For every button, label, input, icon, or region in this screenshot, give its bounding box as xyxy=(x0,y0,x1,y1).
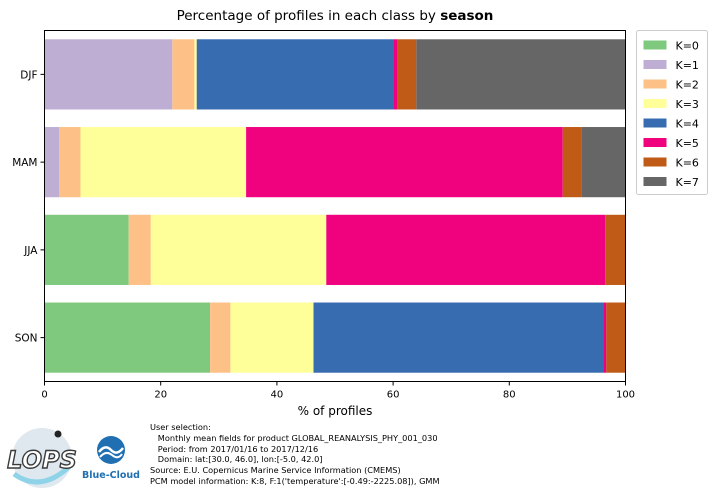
x-tick-label: 40 xyxy=(271,390,284,401)
legend-swatch xyxy=(643,157,667,167)
legend-label: K=5 xyxy=(676,137,699,150)
x-axis: 0 20 40 60 80 100 xyxy=(41,381,635,401)
bar-djf-k2 xyxy=(172,39,195,110)
blue-cloud-logo-text: Blue-Cloud xyxy=(82,470,140,481)
x-tick-label: 20 xyxy=(154,390,167,401)
bar-mam-k1 xyxy=(44,127,60,198)
bar-jja-k6 xyxy=(605,214,626,285)
footer-line: Period: from 2017/01/16 to 2017/12/16 xyxy=(150,443,319,454)
footer-line: User selection: xyxy=(150,422,211,432)
footer-line: Monthly mean fields for product GLOBAL_R… xyxy=(150,432,438,443)
legend-label: K=6 xyxy=(676,157,699,170)
lops-logo-dot xyxy=(54,430,62,438)
legend-box xyxy=(636,30,708,195)
legend-swatch xyxy=(643,60,667,69)
y-tick-label-mam: MAM xyxy=(12,157,37,169)
legend-swatch xyxy=(643,79,667,89)
legend-label: K=4 xyxy=(676,118,699,131)
bar-djf-k3 xyxy=(194,39,197,110)
chart-title-bold: season xyxy=(440,8,493,24)
x-tick-label: 80 xyxy=(503,390,516,401)
bar-mam-k2 xyxy=(59,127,81,198)
bar-mam-k7 xyxy=(581,127,626,198)
bar-jja-k0 xyxy=(44,214,129,285)
legend-swatch xyxy=(643,177,667,186)
footer-line: Domain: lat:[30.0, 46.0], lon:[-5.0, 42.… xyxy=(150,454,323,465)
bar-djf-k4 xyxy=(196,39,394,110)
bar-djf-k1 xyxy=(44,39,173,110)
bar-jja-k5 xyxy=(326,214,606,285)
lops-logo-text: LOPS xyxy=(7,446,77,474)
bar-jja-k2 xyxy=(128,214,151,285)
chart-title: Percentage of profiles in each class by … xyxy=(177,8,494,24)
lops-logo: LOPS xyxy=(4,424,80,492)
footer-info: User selection: Monthly mean fields for … xyxy=(150,422,440,487)
bar-son-k3 xyxy=(230,302,314,373)
legend-label: K=0 xyxy=(676,40,699,53)
blue-cloud-logo-wave-2 xyxy=(99,451,123,459)
legend-label: K=2 xyxy=(676,79,699,92)
stacked-bar-chart: Percentage of profiles in each class by … xyxy=(12,8,708,418)
bar-son-k2 xyxy=(210,302,231,373)
legend-label: K=3 xyxy=(676,98,699,111)
bar-jja-k3 xyxy=(150,214,327,285)
legend: K=0 K=1 K=2 K=3 K=4 K=5 K=6 K=7 xyxy=(636,30,708,195)
legend-swatch xyxy=(643,118,667,128)
y-tick-label-djf: DJF xyxy=(20,69,37,81)
bar-son-k0 xyxy=(44,302,211,373)
legend-label: K=7 xyxy=(676,176,699,189)
y-tick-label-son: SON xyxy=(15,333,38,345)
legend-swatch xyxy=(643,40,667,50)
bar-djf-k6 xyxy=(397,39,417,110)
bar-son-k5 xyxy=(604,302,607,373)
x-axis-label: % of profiles xyxy=(298,404,373,418)
lops-logo-swoosh xyxy=(12,462,74,485)
x-tick-label: 60 xyxy=(387,390,400,401)
bar-son-k4 xyxy=(313,302,605,373)
bar-mam-k3 xyxy=(80,127,247,198)
legend-swatch xyxy=(643,99,667,108)
y-axis: DJF MAM JJA SON xyxy=(12,69,45,345)
bar-djf-k7 xyxy=(416,39,626,110)
footer-line: Source: E.U. Copernicus Marine Service I… xyxy=(150,465,401,476)
bar-mam-k6 xyxy=(562,127,582,198)
chart-title-prefix: Percentage of profiles in each class by xyxy=(177,8,441,24)
x-tick-label: 0 xyxy=(41,390,47,401)
blue-cloud-logo: Blue-Cloud xyxy=(82,432,140,490)
legend-swatch xyxy=(643,138,667,147)
legend-label: K=1 xyxy=(676,59,699,72)
x-tick-label: 100 xyxy=(616,390,635,401)
y-tick-label-jja: JJA xyxy=(23,245,38,257)
bars-group xyxy=(44,39,626,373)
footer-line: PCM model information: K:8, F:1('tempera… xyxy=(150,475,440,486)
bar-mam-k5 xyxy=(246,127,563,198)
plot-frame xyxy=(44,30,626,382)
bar-djf-k5 xyxy=(393,39,398,110)
bar-son-k6 xyxy=(606,302,626,373)
blue-cloud-logo-wave xyxy=(98,446,124,454)
